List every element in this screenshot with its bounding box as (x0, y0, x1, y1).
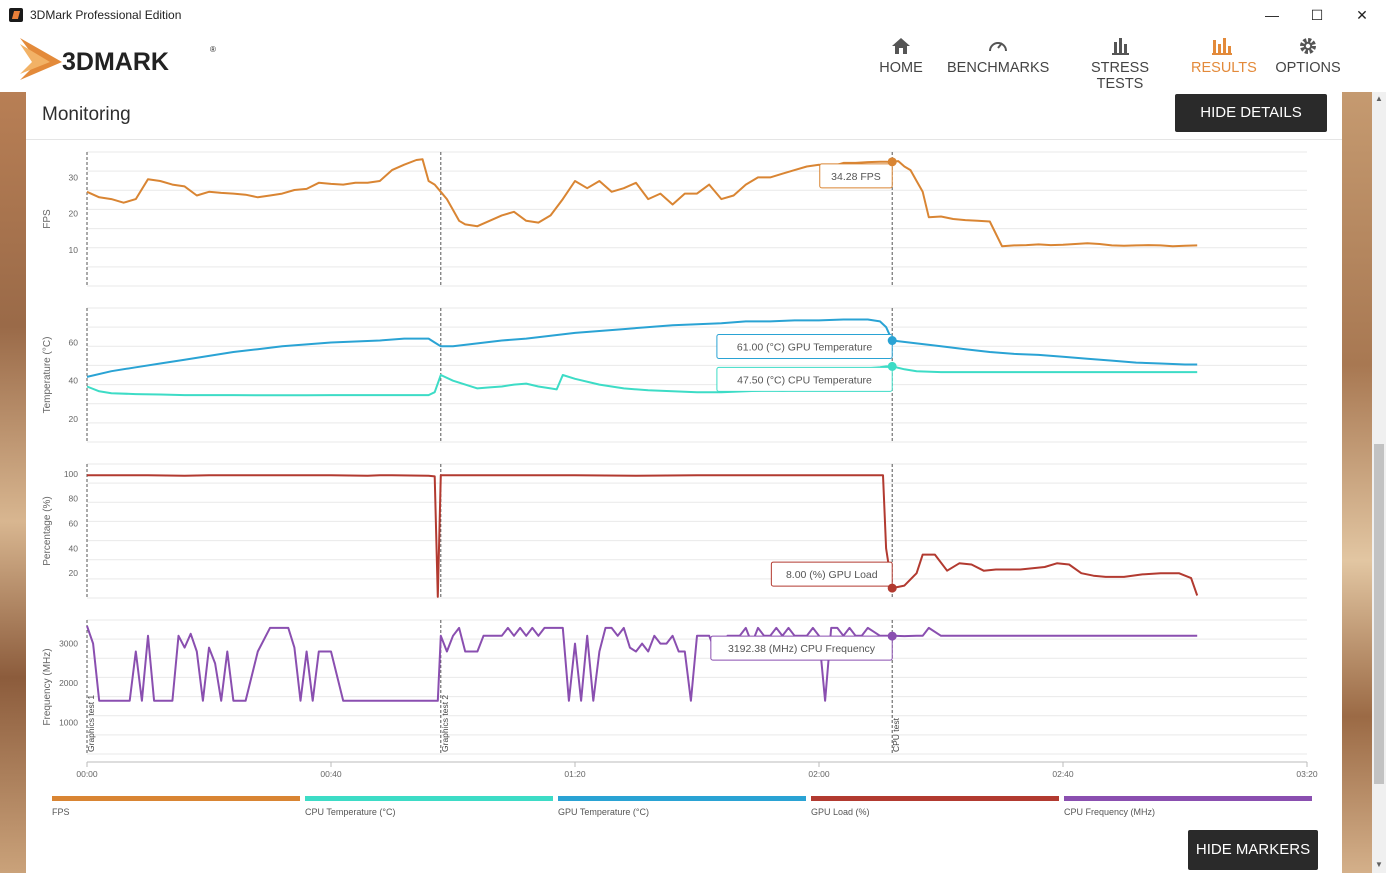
x-tick-label: 01:20 (564, 769, 586, 779)
y-tick-label: 60 (69, 519, 79, 529)
y-tick-label: 20 (69, 568, 79, 578)
brand-registered-mark: ® (210, 45, 216, 54)
background-image-left (0, 92, 26, 873)
y-tick-label: 10 (69, 245, 79, 255)
app-header (0, 30, 1386, 92)
vertical-scrollbar[interactable]: ▲ ▼ (1372, 92, 1386, 873)
y-tick-label: 3000 (59, 639, 78, 649)
scroll-down-icon[interactable]: ▼ (1375, 860, 1383, 869)
minimize-button[interactable]: — (1265, 7, 1279, 23)
tooltip-dot (887, 157, 897, 167)
nav-benchmarks[interactable]: BENCHMARKS (947, 36, 1049, 76)
tooltip-box (819, 163, 893, 189)
bars-icon (1112, 38, 1129, 55)
x-tick-label: 00:40 (320, 769, 342, 779)
monitoring-divider (26, 139, 1342, 140)
window-titlebar: 3DMark Professional Edition — ☐ ✕ (0, 0, 1386, 30)
y-tick-label: 2000 (59, 678, 78, 688)
y-axis-label: Frequency (MHz) (42, 648, 53, 725)
series-line (86, 365, 1198, 397)
series-line (86, 158, 1198, 248)
x-tick-label: 02:00 (808, 769, 830, 779)
nav-options[interactable]: OPTIONS (1275, 36, 1341, 76)
y-tick-label: 40 (69, 543, 79, 553)
y-axis-label: FPS (42, 209, 53, 229)
monitoring-panel: Monitoring HIDE DETAILS 10 20 30 FPS 34.28 F… (26, 92, 1342, 873)
nav-stress-tests[interactable]: STRESS TESTS (1071, 36, 1169, 92)
monitoring-title: Monitoring (42, 104, 131, 125)
x-tick-label: 00:00 (76, 769, 98, 779)
y-tick-label: 20 (69, 209, 79, 219)
nav-stress-tests-label: STRESS TESTS (1090, 60, 1149, 92)
tooltip-box (710, 635, 893, 661)
monitoring-chart: 10 20 30 FPS 34.28 FPS 20 40 60 Temperature (°C)… (42, 151, 1318, 817)
tooltip-dot (887, 631, 897, 641)
legend-swatch (305, 796, 553, 801)
nav-results[interactable]: RESULTS (1191, 36, 1257, 76)
legend-swatch (811, 796, 1059, 801)
nav-home-label: HOME (879, 60, 923, 76)
tooltip-label: 3192.38 (MHz) CPU Frequency (728, 643, 876, 655)
hide-details-button[interactable]: HIDE DETAILS (1175, 94, 1327, 132)
app-icon (9, 8, 23, 22)
legend-swatch (1064, 796, 1312, 801)
scroll-up-icon[interactable]: ▲ (1375, 94, 1383, 103)
y-tick-label: 30 (69, 172, 79, 182)
3dmark-logo[interactable]: 3DMARK ® (18, 36, 228, 87)
y-axis-label: Percentage (%) (42, 496, 53, 565)
nav-benchmarks-label: BENCHMARKS (947, 60, 1050, 76)
y-tick-label: 100 (64, 469, 78, 479)
tooltip-dot (887, 361, 897, 371)
series-line (86, 318, 1198, 378)
y-tick-label: 20 (69, 414, 79, 424)
nav-home[interactable]: HOME (876, 36, 926, 76)
gauge-icon (989, 42, 1007, 52)
results-chart-icon (1212, 38, 1232, 55)
legend-swatch (558, 796, 806, 801)
nav-options-label: OPTIONS (1275, 60, 1341, 76)
series-line (86, 625, 1198, 702)
tooltip-label: 47.50 (°C) CPU Temperature (737, 374, 872, 386)
background-image-right (1342, 92, 1372, 873)
marker-label: Graphics test 1 (86, 695, 96, 752)
y-axis-label: Temperature (°C) (42, 337, 53, 414)
y-tick-label: 80 (69, 494, 79, 504)
legend-label: GPU Load (%) (811, 807, 870, 817)
brand-wordmark: 3DMARK (62, 48, 169, 76)
tooltip-dot (887, 336, 897, 346)
home-icon (892, 38, 910, 54)
marker-label: CPU test (891, 717, 901, 752)
x-tick-label: 02:40 (1052, 769, 1074, 779)
tooltip-label: 61.00 (°C) GPU Temperature (737, 342, 872, 354)
tooltip-dot (887, 583, 897, 593)
tooltip-box (770, 561, 893, 587)
legend-label: GPU Temperature (°C) (558, 807, 649, 817)
scroll-thumb[interactable] (1374, 444, 1384, 784)
legend-label: CPU Frequency (MHz) (1064, 807, 1155, 817)
y-tick-label: 60 (69, 337, 79, 347)
marker-label: Graphics test 2 (440, 695, 450, 752)
maximize-button[interactable]: ☐ (1310, 7, 1324, 23)
legend-label: FPS (52, 807, 70, 817)
window-title: 3DMark Professional Edition (30, 8, 182, 22)
close-button[interactable]: ✕ (1356, 7, 1368, 23)
x-tick-label: 03:20 (1296, 769, 1318, 779)
legend-label: CPU Temperature (°C) (305, 807, 395, 817)
tooltip-label: 8.00 (%) GPU Load (786, 569, 878, 581)
tooltip-box (716, 366, 893, 392)
gear-icon (1300, 38, 1316, 54)
nav-results-label: RESULTS (1191, 60, 1257, 76)
y-tick-label: 1000 (59, 717, 78, 727)
y-tick-label: 40 (69, 376, 79, 386)
legend-swatch (52, 796, 300, 801)
hide-markers-button[interactable]: HIDE MARKERS (1188, 830, 1318, 870)
tooltip-box (716, 334, 893, 360)
tooltip-label: 34.28 FPS (831, 171, 881, 183)
